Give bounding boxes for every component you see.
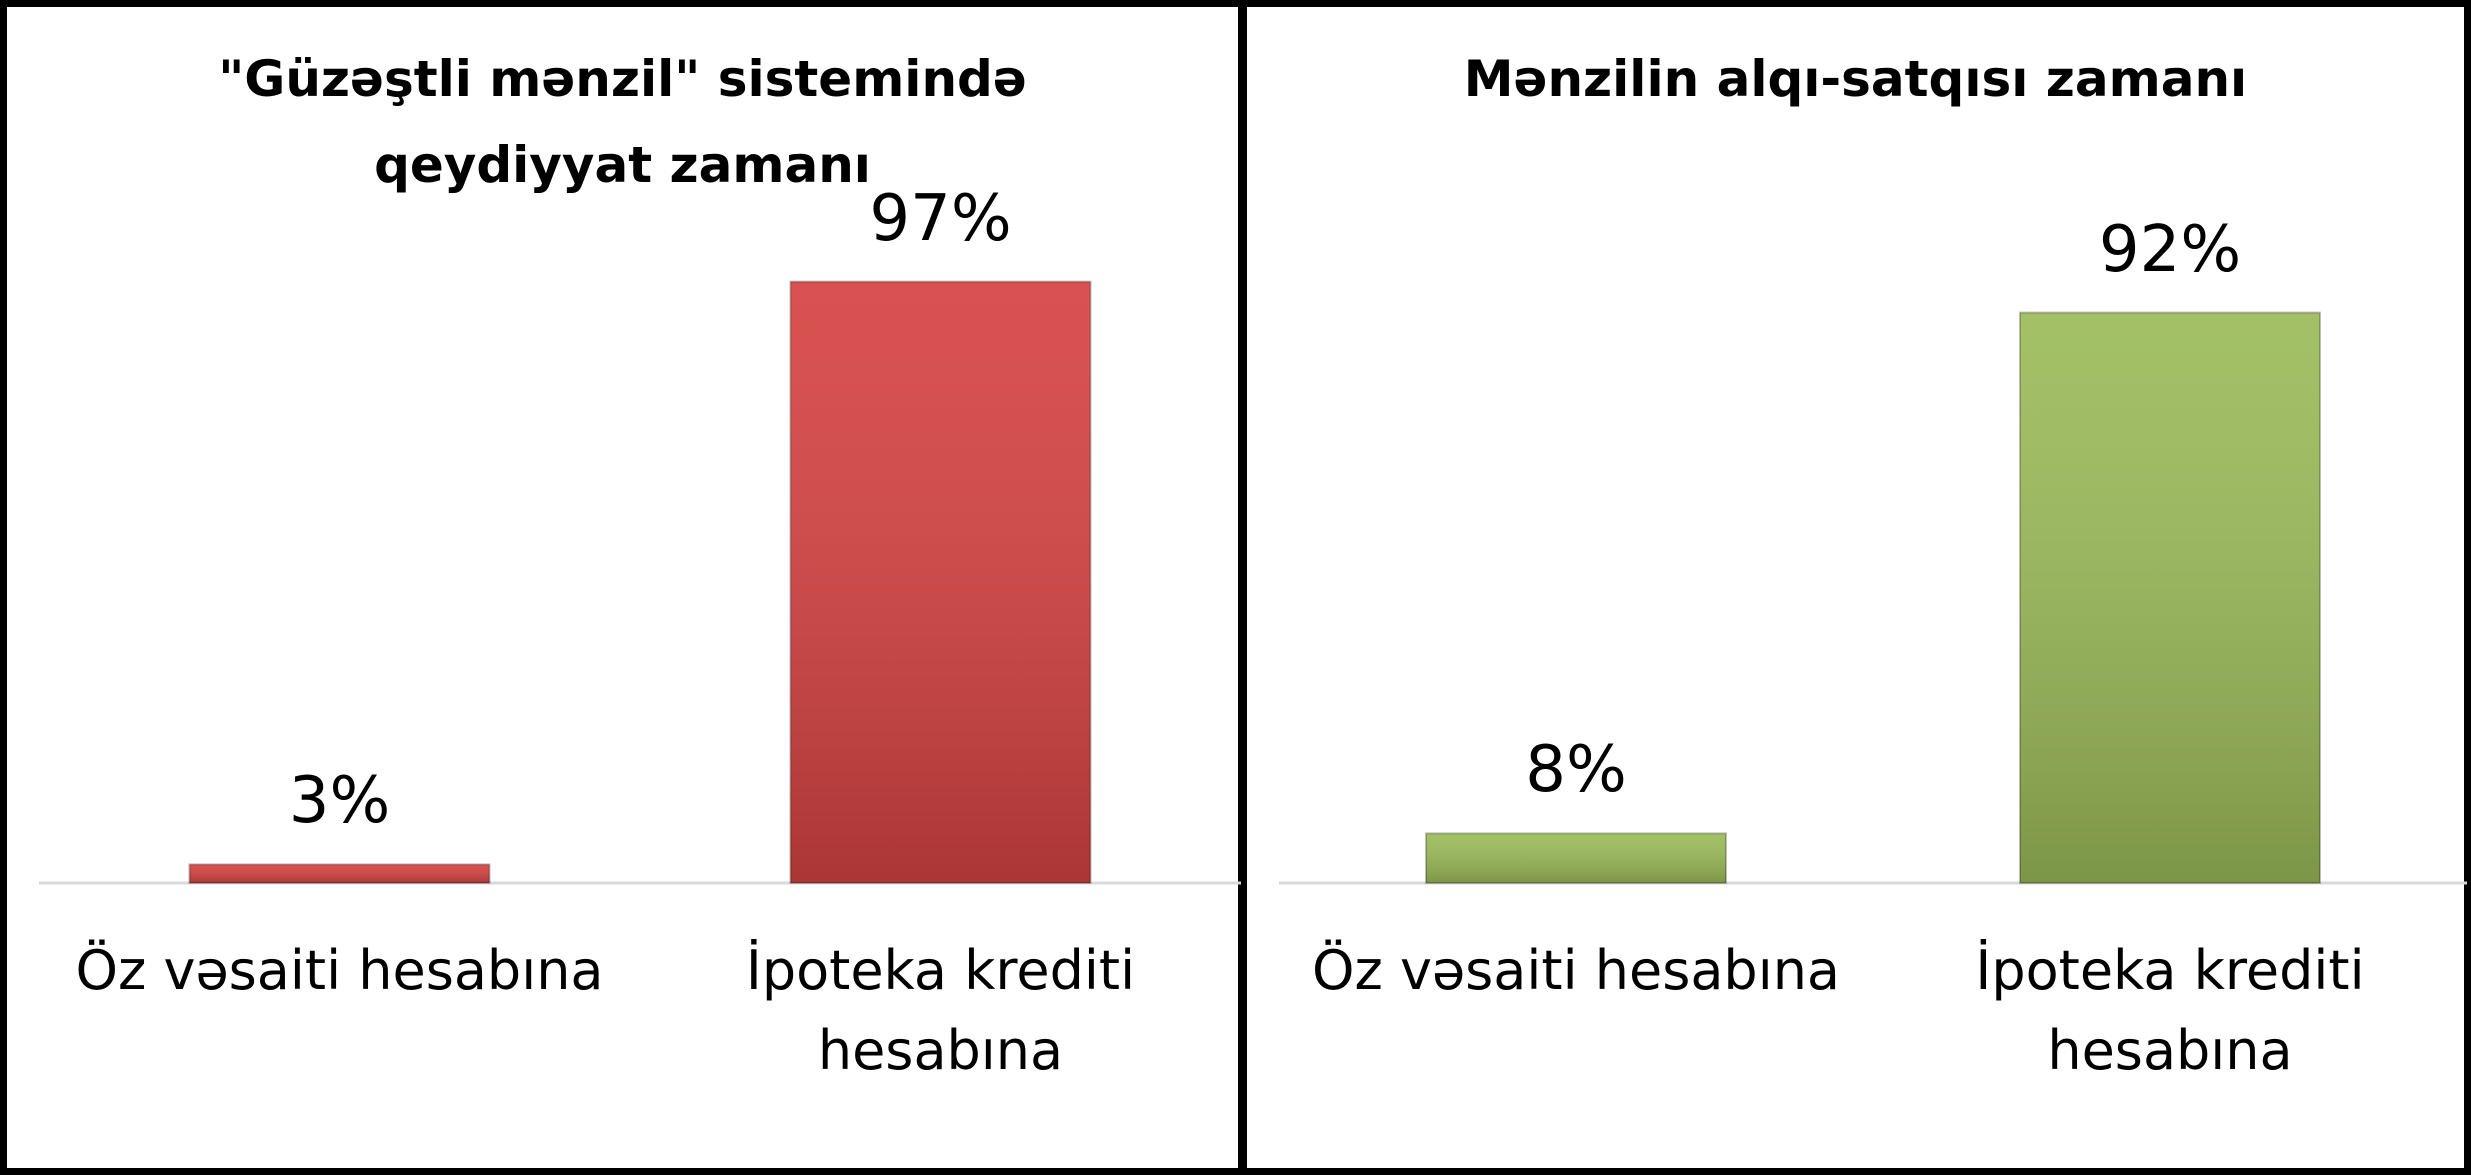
- x-tick-label: Öz vəsaiti hesabına: [75, 939, 604, 1002]
- bar-shade: [189, 864, 490, 883]
- value-label: 97%: [869, 181, 1012, 256]
- value-label: 3%: [288, 764, 391, 839]
- x-tick-label: İpoteka krediti hesabına: [745, 939, 1136, 1082]
- chart-title: Mənzilin alqı-satqısı zamanı: [1463, 50, 2248, 108]
- chart-panel: [1240, 0, 2471, 1175]
- bar-shade: [1426, 833, 1726, 883]
- x-tick-label: İpoteka krediti hesabına: [1975, 939, 2365, 1082]
- bar-shade: [2020, 312, 2320, 884]
- value-label: 8%: [1525, 733, 1627, 808]
- x-tick-label: Öz vəsaiti hesabına: [1311, 939, 1841, 1002]
- chart-title: "Güzəştli mənzil" sistemində qeydiyyat z…: [218, 50, 1027, 194]
- bar-shade: [790, 281, 1091, 884]
- value-label: 92%: [2098, 212, 2242, 287]
